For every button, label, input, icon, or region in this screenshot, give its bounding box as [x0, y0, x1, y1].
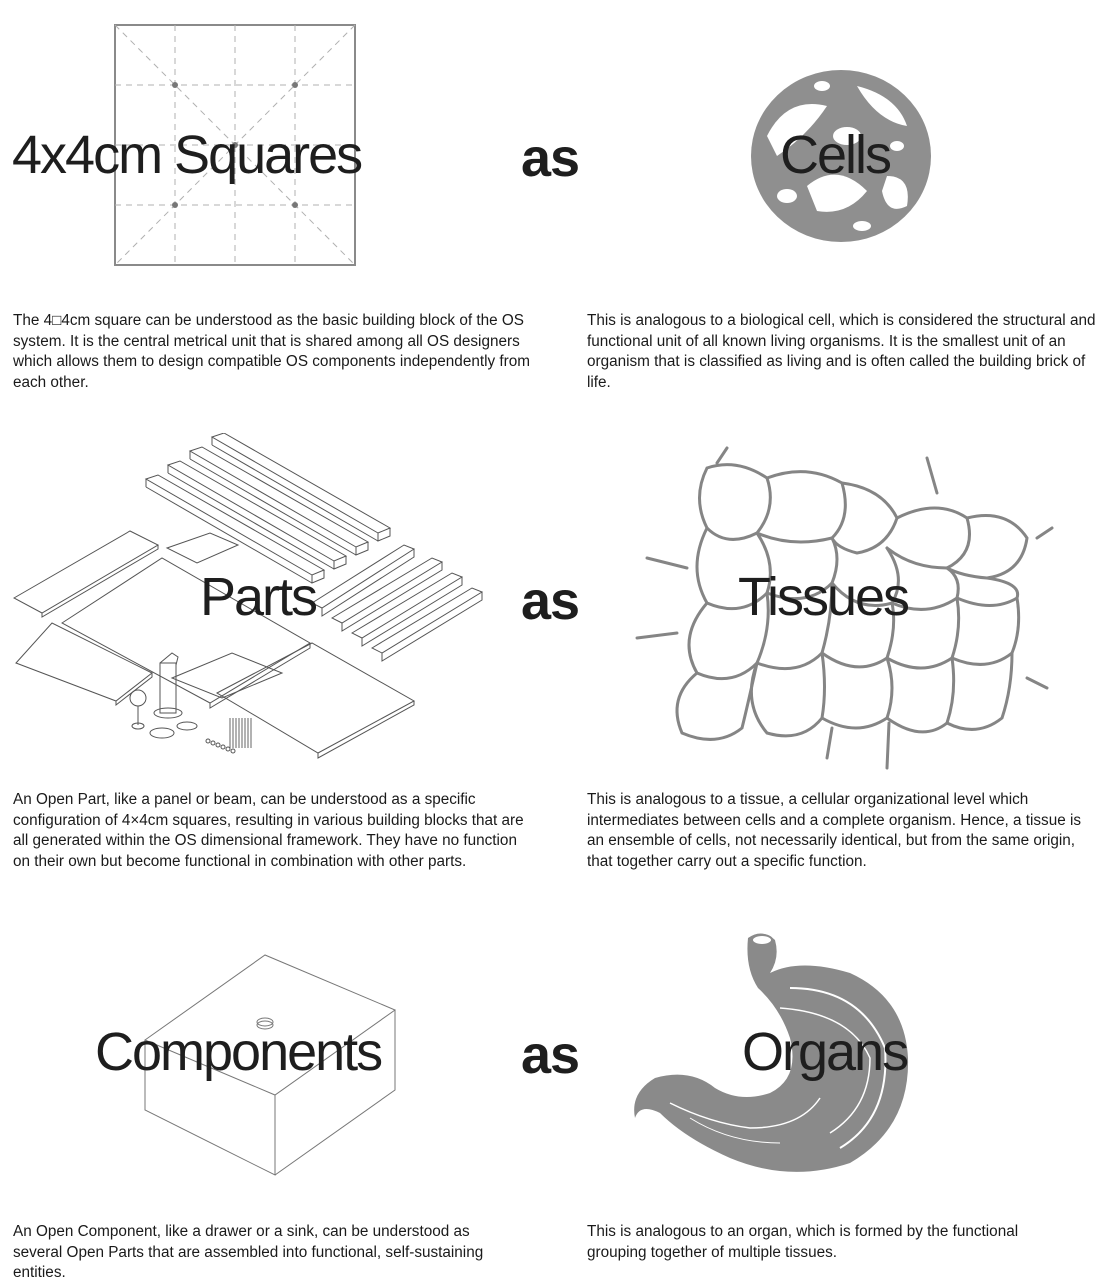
connector-as: as: [521, 128, 580, 188]
row-squares-cells: 4x4cm Squares as Cells The 4□4cm square …: [0, 0, 1108, 400]
connector-as: as: [521, 571, 580, 631]
left-title: Parts: [200, 567, 318, 627]
left-title: 4x4cm Squares: [12, 125, 363, 185]
right-title: Cells: [780, 125, 892, 185]
biological-cell-icon: [747, 66, 935, 246]
right-description: This is analogous to a biological cell, …: [587, 312, 1096, 391]
left-description: An Open Part, like a panel or beam, can …: [13, 791, 524, 870]
left-description: The 4□4cm square can be understood as th…: [13, 312, 530, 391]
right-description: This is analogous to a tissue, a cellula…: [587, 791, 1082, 870]
right-title: Organs: [742, 1022, 909, 1082]
left-title: Components: [95, 1022, 383, 1082]
right-title: Tissues: [738, 567, 910, 627]
connector-as: as: [521, 1025, 580, 1085]
right-description: This is analogous to an organ, which is …: [587, 1223, 1019, 1261]
grid-square-icon: [112, 22, 358, 268]
stomach-organ-icon: [630, 928, 915, 1178]
tissue-network-icon: [627, 438, 1057, 778]
row-parts-tissues: Parts as Tissues An Open Part, like a pa…: [12, 433, 1082, 870]
exploded-parts-icon: [12, 433, 490, 763]
left-description: An Open Component, like a drawer or a si…: [13, 1223, 484, 1281]
box-component-icon: [140, 950, 400, 1180]
